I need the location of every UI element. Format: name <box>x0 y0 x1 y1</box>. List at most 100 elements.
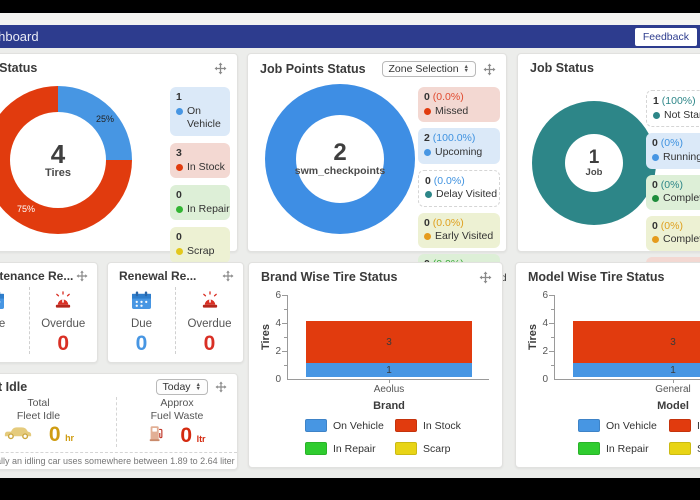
renewal-overdue: Overdue 0 <box>175 287 243 354</box>
legend-item-in-stock: 3 In Stock <box>170 142 230 179</box>
legend-item-running: 0 (0%) Running <box>646 133 700 169</box>
zone-selection-dropdown[interactable]: Zone Selection ▲ ▼ <box>381 61 476 77</box>
overdue-label: Overdue <box>187 318 232 330</box>
due-count: 0 <box>0 333 1 354</box>
move-icon[interactable] <box>479 271 492 284</box>
legend-item-completed-2: 0 (0%) Completed <box>646 215 700 252</box>
bar-segment-on-vehicle <box>573 363 700 377</box>
job-status-donut-center: 1 Job <box>532 101 656 225</box>
overdue-count: 0 <box>203 332 216 355</box>
feedback-button[interactable]: Feedback <box>634 28 697 46</box>
red-swatch-icon <box>395 419 417 432</box>
today-dropdown[interactable]: Today ▲ ▼ <box>155 379 208 395</box>
legend-item-scrap: 0 Scrap <box>170 227 230 263</box>
overdue-count: 0 <box>57 332 70 355</box>
maintenance-title: Maintenance Re... <box>0 269 74 283</box>
legend-item-not-started: 1 (100%) Not Started <box>646 90 700 128</box>
card-job-status: Job Status 1 Job 1 (100%) Not Started 0 … <box>517 53 700 293</box>
legend-item-on-vehicle: 1 On Vehicle <box>170 87 230 136</box>
maintenance-due: Due 0 <box>0 287 29 354</box>
bar-value-on-vehicle: 1 <box>386 365 392 376</box>
dark-green-dot-icon <box>652 195 659 203</box>
renewal-title: Renewal Re... <box>119 269 197 283</box>
card-brand-wise-tire-status: Brand Wise Tire Status Tires 6 4 2 0 <box>248 262 503 468</box>
green-swatch-icon <box>578 442 600 455</box>
brand-chart-title: Brand Wise Tire Status <box>261 270 398 284</box>
fuel-waste-label: Approx Fuel Waste <box>150 397 204 423</box>
stacked-bar-aeolus <box>306 321 472 377</box>
blue-swatch-icon <box>305 419 327 432</box>
job-points-legend: 0 (0.0%) Missed 2 (100.0%) Upcoming 0 (0… <box>418 87 507 290</box>
navbar: Dashboard Feedback <box>0 25 700 48</box>
legend-item-delay-visited: 0 (0.0%) Delay Visited <box>418 169 500 207</box>
card-job-points-status: Job Points Status Zone Selection ▲ ▼ 2 sw… <box>247 53 507 290</box>
red-swatch-icon <box>669 419 691 432</box>
job-points-donut-center: 2 swm_checkpoints <box>265 84 415 234</box>
stacked-bar-general <box>573 321 700 377</box>
legend-item-early-visited: 0 (0.0%) Early Visited <box>418 212 500 249</box>
job-count: 1 <box>588 147 600 168</box>
top-strip <box>0 13 700 25</box>
fleet-idle-unit: hr <box>65 433 75 444</box>
checkpoint-label: swm_checkpoints <box>294 165 386 177</box>
card-maintenance-reminder: Maintenance Re... Due 0 Overdu <box>0 262 98 363</box>
tire-donut-center: 4 Tires <box>0 86 132 234</box>
teal-dot-icon <box>425 191 432 199</box>
card-fleet-idle: Fleet Idle Today ▲▼ Total Fleet Idle <box>0 373 238 470</box>
bar-value-on-vehicle: 1 <box>670 365 676 376</box>
fuel-waste-unit: ltr <box>196 433 206 444</box>
due-label: Due <box>130 318 153 330</box>
maintenance-overdue: Overdue 0 <box>28 287 98 355</box>
renewal-due: Due 0 <box>108 287 175 354</box>
job-status-title: Job Status <box>530 61 594 75</box>
fuel-pump-icon <box>148 424 164 447</box>
move-icon[interactable] <box>76 270 88 282</box>
card-renewal-reminder: Renewal Re... Due 0 Overdue <box>107 262 244 363</box>
orange-dot-icon <box>652 236 659 244</box>
job-count-label: Job <box>585 167 603 178</box>
green-dot-icon <box>176 205 183 213</box>
bar-segment-on-vehicle <box>306 363 472 377</box>
chart-legend-in-repair: In Repair <box>578 442 649 455</box>
blue-swatch-icon <box>578 419 600 432</box>
chart-legend-on-vehicle: On Vehicle <box>305 419 384 432</box>
updown-stepper-icon: ▲ ▼ <box>195 382 201 392</box>
bar-segment-in-stock <box>573 321 700 363</box>
move-icon[interactable] <box>214 62 227 75</box>
due-label: Due <box>0 318 6 330</box>
blue-dot-icon <box>652 153 659 161</box>
slice-label-75: 75% <box>17 204 36 214</box>
orange-dot-icon <box>424 233 431 241</box>
approx-fuel-waste: Approx Fuel Waste 0 ltr <box>116 397 237 447</box>
move-icon[interactable] <box>483 63 496 76</box>
total-fleet-idle: Total Fleet Idle 0 hr <box>0 397 116 447</box>
x-axis-title: Model <box>657 400 689 412</box>
car-icon <box>3 425 33 445</box>
tire-count: 4 <box>50 139 66 169</box>
x-axis-title: Brand <box>373 400 405 412</box>
updown-stepper-icon: ▲ ▼ <box>463 64 469 74</box>
page-title: Dashboard <box>0 29 39 44</box>
chart-legend-in-stock: In Stock <box>395 419 461 432</box>
blue-dot-icon <box>424 148 431 156</box>
yellow-swatch-icon <box>395 442 417 455</box>
bar-value-in-stock: 3 <box>386 337 392 348</box>
siren-icon <box>200 291 220 315</box>
red-dot-icon <box>424 107 431 115</box>
tire-status-title: Tire Status <box>0 61 38 75</box>
siren-icon <box>53 291 73 315</box>
overdue-label: Overdue <box>41 318 86 330</box>
fuel-waste-value: 0 <box>180 423 193 447</box>
move-icon[interactable] <box>215 381 227 393</box>
move-icon[interactable] <box>222 270 234 282</box>
x-tick-aeolus: Aeolus <box>373 384 405 395</box>
due-count: 0 <box>135 332 148 355</box>
checkpoint-count: 2 <box>333 139 347 166</box>
tire-count-label: Tires <box>44 167 72 179</box>
tire-status-legend: 1 On Vehicle 3 In Stock 0 In Repair 0 Sc… <box>170 87 230 263</box>
legend-item-completed: 0 (0%) Completed <box>646 174 700 210</box>
red-dot-icon <box>176 163 183 171</box>
y-axis-title: Tires <box>260 323 272 351</box>
legend-item-upcoming: 2 (100.0%) Upcoming <box>418 128 500 164</box>
